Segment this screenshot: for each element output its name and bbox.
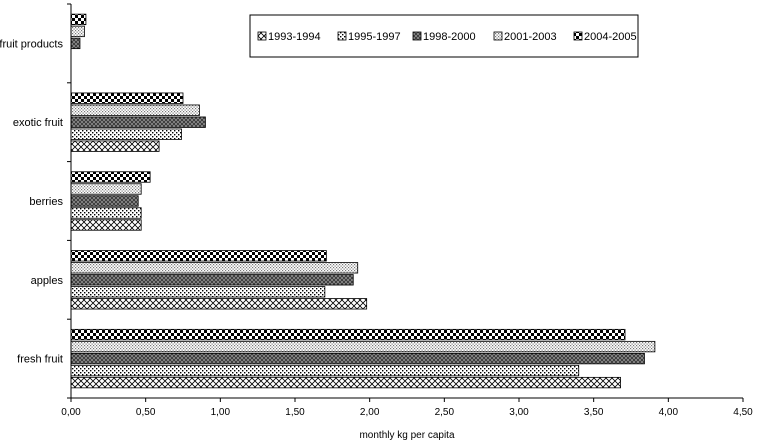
bar-exotic-fruit-1998-2000	[70, 116, 206, 128]
x-tick-label: 3,50	[584, 407, 604, 418]
bar-fruit-products-1998-2000	[70, 37, 81, 50]
x-tick-label: 1,00	[211, 407, 231, 418]
bar-berries-2004-2005	[70, 171, 151, 183]
legend-swatch	[493, 31, 503, 41]
category-label: berries	[29, 196, 63, 208]
legend-label: 1995-1997	[348, 31, 401, 43]
legend-item: 1995-1997	[337, 31, 401, 43]
x-tick-label: 4,00	[659, 407, 679, 418]
legend-item: 2001-2003	[493, 31, 557, 43]
y-axis-ticks	[67, 3, 71, 399]
x-tick-label: 3,00	[509, 407, 529, 418]
x-tick-label: 1,50	[285, 407, 305, 418]
category-label: fruit products	[0, 38, 63, 50]
bar-apples-1995-1997	[70, 286, 326, 298]
bar-fruit-products-2004-2005	[70, 13, 87, 26]
legend: 1993-1994 1995-1997 1998-2000 2001-2003 2004…	[249, 14, 639, 58]
category-label: exotic fruit	[13, 117, 63, 129]
bar-exotic-fruit-2001-2003	[70, 104, 200, 116]
legend-label: 2001-2003	[504, 31, 557, 43]
legend-item: 1993-1994	[257, 31, 321, 43]
bar-fresh-fruit-1995-1997	[70, 364, 580, 377]
x-tick-label: 0,00	[61, 407, 81, 418]
bar-fresh-fruit-2004-2005	[70, 328, 626, 341]
x-axis-title: monthly kg per capita	[359, 430, 454, 441]
legend-label: 1993-1994	[268, 31, 321, 43]
category-label: apples	[31, 275, 64, 287]
legend-item: 2004-2005	[573, 31, 637, 43]
bars-group	[70, 13, 656, 389]
bar-fresh-fruit-2001-2003	[70, 340, 656, 353]
category-labels: fruit products exotic fruit berries apples f…	[0, 38, 63, 365]
bar-exotic-fruit-1995-1997	[70, 128, 182, 140]
legend-swatch	[257, 31, 267, 41]
x-tick-label: 0,50	[136, 407, 156, 418]
x-tick-label: 2,00	[360, 407, 380, 418]
x-axis-ticks: 0,00 0,50 1,00 1,50 2,00 2,50 3,00 3,50 4,00 4,50	[61, 398, 753, 418]
x-tick-label: 2,50	[435, 407, 455, 418]
bar-fresh-fruit-1993-1994	[70, 376, 621, 389]
legend-swatch	[573, 31, 583, 41]
legend-label: 2004-2005	[584, 31, 637, 43]
bar-apples-2004-2005	[70, 250, 327, 262]
bar-fruit-products-2001-2003	[70, 25, 85, 38]
legend-swatch	[337, 31, 347, 41]
bar-berries-1993-1994	[70, 219, 142, 231]
bar-apples-2001-2003	[70, 262, 359, 274]
bar-fresh-fruit-1998-2000	[70, 352, 645, 365]
bar-exotic-fruit-1993-1994	[70, 140, 160, 152]
legend-label: 1998-2000	[423, 31, 476, 43]
bar-apples-1998-2000	[70, 274, 354, 286]
legend-item: 1998-2000	[412, 31, 476, 43]
bar-berries-1995-1997	[70, 207, 142, 219]
category-label: fresh fruit	[17, 354, 63, 366]
bar-apples-1993-1994	[70, 298, 368, 310]
x-tick-label: 4,50	[733, 407, 753, 418]
bar-exotic-fruit-2004-2005	[70, 92, 184, 104]
bar-berries-2001-2003	[70, 183, 142, 195]
legend-box	[249, 14, 639, 58]
legend-swatch	[412, 31, 422, 41]
bar-berries-1998-2000	[70, 195, 139, 207]
